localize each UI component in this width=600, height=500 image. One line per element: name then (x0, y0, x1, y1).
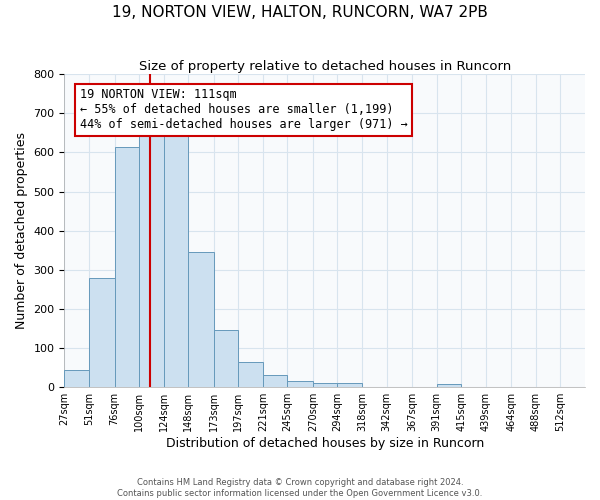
Bar (313, 384, 337, 387)
Bar (139, 128, 164, 387)
Title: Size of property relative to detached houses in Runcorn: Size of property relative to detached ho… (139, 60, 511, 73)
Bar (437, 384, 461, 387)
Bar (164, 128, 188, 387)
Bar (89, 278, 115, 387)
Text: 19 NORTON VIEW: 111sqm
← 55% of detached houses are smaller (1,199)
44% of semi-: 19 NORTON VIEW: 111sqm ← 55% of detached… (80, 88, 408, 132)
Bar (238, 362, 263, 387)
Bar (287, 382, 313, 387)
Bar (263, 376, 287, 387)
Bar (115, 146, 139, 387)
Bar (214, 330, 238, 387)
Bar (64, 370, 89, 387)
Bar (337, 384, 362, 387)
Bar (188, 252, 214, 387)
Text: Contains HM Land Registry data © Crown copyright and database right 2024.
Contai: Contains HM Land Registry data © Crown c… (118, 478, 482, 498)
Y-axis label: Number of detached properties: Number of detached properties (15, 132, 28, 329)
Text: 19, NORTON VIEW, HALTON, RUNCORN, WA7 2PB: 19, NORTON VIEW, HALTON, RUNCORN, WA7 2P… (112, 5, 488, 20)
X-axis label: Distribution of detached houses by size in Runcorn: Distribution of detached houses by size … (166, 437, 484, 450)
